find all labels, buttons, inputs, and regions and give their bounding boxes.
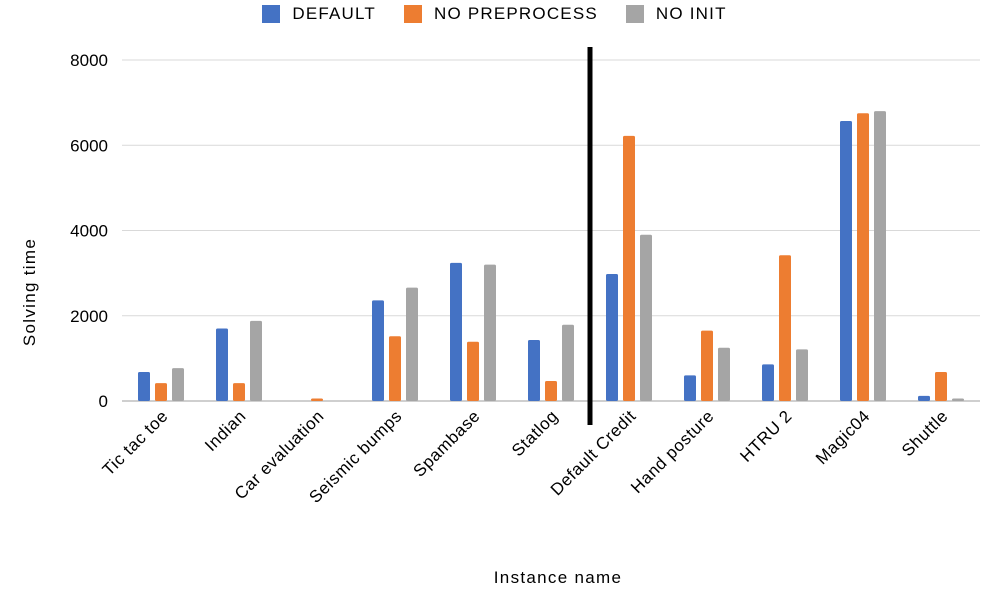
y-tick-label: 2000 — [70, 307, 108, 326]
bar-no-preprocess — [701, 330, 713, 401]
legend-item-no-init: NO INIT — [625, 4, 727, 24]
bar-no-init — [406, 287, 418, 401]
legend-label-no-preprocess: NO PREPROCESS — [434, 4, 598, 23]
legend: DEFAULT NO PREPROCESS NO INIT — [0, 4, 989, 24]
x-tick-label: HTRU 2 — [736, 406, 795, 465]
bar-default — [762, 364, 774, 401]
bar-no-preprocess — [389, 336, 401, 401]
bar-no-init — [172, 368, 184, 401]
bar-default — [528, 340, 540, 401]
y-tick-label: 6000 — [70, 136, 108, 155]
bar-no-preprocess — [155, 383, 167, 401]
bar-no-init — [796, 349, 808, 401]
legend-item-no-preprocess: NO PREPROCESS — [404, 4, 598, 24]
bar-no-preprocess — [857, 113, 869, 401]
legend-swatch-default — [262, 5, 281, 23]
bar-no-init — [874, 111, 886, 402]
legend-item-default: DEFAULT — [262, 4, 376, 24]
bar-no-init — [250, 320, 262, 401]
bar-no-preprocess — [935, 372, 947, 401]
bar-no-init — [562, 324, 574, 401]
bar-default — [918, 395, 930, 401]
bar-no-preprocess — [467, 341, 479, 401]
bar-no-preprocess — [623, 135, 635, 401]
bar-no-init — [718, 347, 730, 401]
bar-no-preprocess — [311, 398, 323, 401]
legend-swatch-no-init — [625, 5, 644, 23]
bar-default — [840, 120, 852, 402]
bar-no-init — [640, 234, 652, 401]
bar-default — [684, 375, 696, 401]
x-tick-label: Tic tac toe — [99, 406, 172, 479]
y-axis-ticks: 0 2000 4000 6000 8000 — [70, 51, 108, 411]
bar-no-preprocess — [545, 380, 557, 401]
legend-label-default: DEFAULT — [292, 4, 376, 23]
bar-default — [372, 300, 384, 401]
bar-default — [450, 262, 462, 401]
bar-no-init — [484, 264, 496, 401]
legend-label-no-init: NO INIT — [655, 4, 727, 23]
y-tick-label: 4000 — [70, 222, 108, 241]
bar-no-preprocess — [233, 383, 245, 401]
bar-default — [216, 328, 228, 401]
x-tick-label: Magic04 — [812, 406, 874, 468]
y-tick-label: 8000 — [70, 51, 108, 70]
x-tick-label: Indian — [201, 406, 250, 455]
x-tick-label: Spambase — [410, 406, 484, 480]
x-tick-label: Hand posture — [627, 406, 718, 497]
bar-no-preprocess — [779, 255, 791, 401]
bars — [138, 111, 964, 402]
bar-default — [606, 273, 618, 401]
gridlines — [122, 59, 980, 317]
y-axis-label: Solving time — [20, 237, 39, 347]
x-tick-label: Statlog — [508, 406, 562, 460]
y-tick-label: 0 — [99, 392, 108, 411]
x-axis-label: Instance name — [493, 568, 623, 587]
bar-default — [138, 372, 150, 401]
bar-no-init — [952, 398, 964, 401]
legend-swatch-no-preprocess — [404, 5, 422, 23]
x-tick-label: Shuttle — [898, 406, 952, 460]
